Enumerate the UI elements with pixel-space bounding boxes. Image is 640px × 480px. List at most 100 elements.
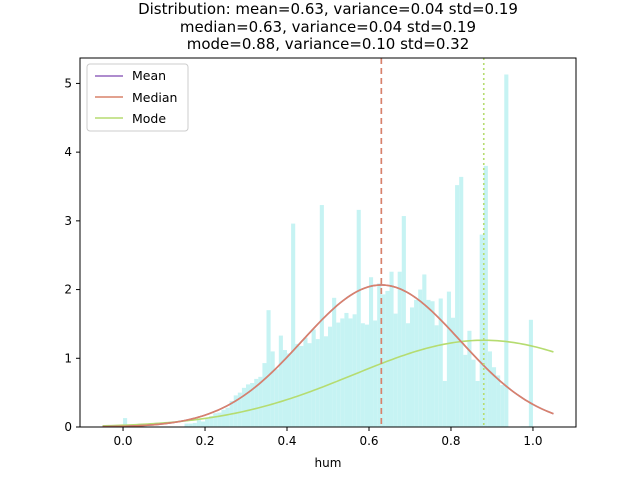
histogram-bar bbox=[336, 322, 341, 427]
histogram-bar bbox=[315, 339, 320, 427]
histogram-bar bbox=[196, 420, 201, 427]
histogram-bar bbox=[213, 413, 218, 427]
x-axis: 0.0 0.2 0.4 0.6 0.8 1.0 bbox=[113, 427, 543, 448]
x-tick-label: 0.0 bbox=[113, 434, 132, 448]
histogram-bar bbox=[241, 387, 247, 427]
histogram-bar bbox=[233, 395, 238, 427]
histogram-bar bbox=[438, 298, 443, 427]
histogram-bar bbox=[393, 313, 398, 427]
legend: Mean Median Mode bbox=[86, 63, 189, 132]
histogram-bar bbox=[192, 422, 197, 427]
x-tick-label: 0.4 bbox=[277, 434, 296, 448]
histogram-bar bbox=[373, 320, 378, 427]
histogram-bar bbox=[500, 385, 505, 427]
histogram-bar bbox=[377, 283, 382, 427]
histogram-bar bbox=[426, 299, 431, 427]
histogram-bar bbox=[467, 330, 472, 427]
y-tick-label: 4 bbox=[64, 145, 72, 159]
histogram-bar bbox=[328, 326, 333, 427]
histogram-bar bbox=[496, 375, 501, 427]
histogram-bar bbox=[274, 369, 279, 427]
x-tick-label: 0.8 bbox=[441, 434, 460, 448]
legend-label-median: Median bbox=[132, 90, 177, 105]
chart-title-line-3: mode=0.88, variance=0.10 std=0.32 bbox=[187, 35, 470, 53]
reference-lines bbox=[380, 58, 485, 427]
histogram-bar bbox=[225, 407, 230, 427]
histogram-bar bbox=[200, 421, 206, 427]
histogram-bar bbox=[250, 383, 255, 427]
histogram-bar bbox=[295, 343, 300, 427]
histogram-bar bbox=[471, 359, 476, 427]
histogram-bar bbox=[504, 74, 509, 427]
histogram-bar bbox=[364, 324, 369, 427]
histogram-bar bbox=[356, 209, 361, 427]
y-tick-label: 1 bbox=[64, 351, 72, 365]
histogram-bar bbox=[188, 423, 193, 427]
histogram-bar bbox=[405, 323, 410, 427]
histogram-bar bbox=[381, 294, 386, 427]
histogram-bar bbox=[430, 301, 435, 427]
plot-frame bbox=[79, 57, 577, 428]
histogram-bar bbox=[344, 312, 349, 427]
histogram-bar bbox=[209, 416, 214, 427]
histogram-bar bbox=[401, 216, 406, 427]
histogram-bar bbox=[311, 329, 316, 427]
histogram-bar bbox=[221, 409, 226, 427]
density-curves bbox=[102, 284, 554, 428]
histogram-bar bbox=[385, 290, 390, 427]
y-tick-label: 0 bbox=[64, 420, 72, 434]
histogram-bar bbox=[397, 271, 402, 427]
histogram-bar bbox=[446, 291, 451, 427]
histogram-bar bbox=[418, 289, 423, 427]
histogram-bar bbox=[246, 384, 251, 427]
histogram-bar bbox=[278, 335, 283, 427]
histogram-bar bbox=[287, 353, 292, 427]
histogram-bar bbox=[270, 351, 275, 427]
histogram-bar bbox=[266, 310, 271, 427]
y-axis: 0 1 2 3 4 5 bbox=[64, 76, 80, 434]
histogram-bar bbox=[528, 319, 533, 427]
histogram-bar bbox=[483, 165, 488, 427]
histogram-bar bbox=[319, 205, 324, 427]
histogram-bar bbox=[291, 223, 296, 427]
histogram-bar bbox=[459, 176, 464, 427]
histogram-bar bbox=[360, 323, 365, 427]
legend-box bbox=[86, 63, 189, 132]
y-tick-label: 3 bbox=[64, 214, 72, 228]
histogram-bar bbox=[254, 378, 259, 427]
histogram-bar bbox=[184, 423, 189, 427]
histogram-bar bbox=[348, 318, 353, 427]
histogram-bar bbox=[262, 363, 267, 427]
x-tick-label: 0.2 bbox=[195, 434, 214, 448]
histogram-bar bbox=[463, 354, 468, 427]
histogram-bar bbox=[479, 234, 484, 427]
histogram-bar bbox=[422, 274, 427, 427]
histogram-bar bbox=[258, 376, 263, 427]
histogram-bar bbox=[352, 314, 357, 427]
histogram-bar bbox=[450, 317, 456, 427]
histogram-bar bbox=[323, 336, 328, 427]
histogram-bar bbox=[409, 307, 415, 427]
histogram-bar bbox=[299, 345, 304, 427]
histogram-bar bbox=[217, 412, 222, 427]
chart-title-line-2: median=0.63, variance=0.04 std=0.19 bbox=[180, 18, 476, 36]
histogram-bar bbox=[368, 277, 374, 427]
legend-label-mode: Mode bbox=[132, 111, 166, 126]
histogram-bar bbox=[487, 351, 492, 427]
chart-title-line-1: Distribution: mean=0.63, variance=0.04 s… bbox=[138, 0, 518, 18]
y-tick-label: 2 bbox=[64, 283, 72, 297]
legend-label-mean: Mean bbox=[132, 68, 166, 83]
histogram-bar bbox=[332, 297, 337, 427]
histogram-bar bbox=[307, 343, 312, 427]
histogram-bar bbox=[303, 337, 308, 427]
histogram-bar bbox=[340, 318, 345, 427]
histogram-bar bbox=[237, 392, 242, 427]
histogram-bar bbox=[455, 185, 460, 427]
x-axis-label: hum bbox=[315, 456, 342, 470]
histogram-bar bbox=[123, 418, 128, 427]
density-curve-median bbox=[102, 284, 554, 428]
histogram-bar bbox=[282, 350, 288, 427]
histogram-bar bbox=[205, 418, 210, 427]
histogram-bar bbox=[414, 299, 419, 427]
